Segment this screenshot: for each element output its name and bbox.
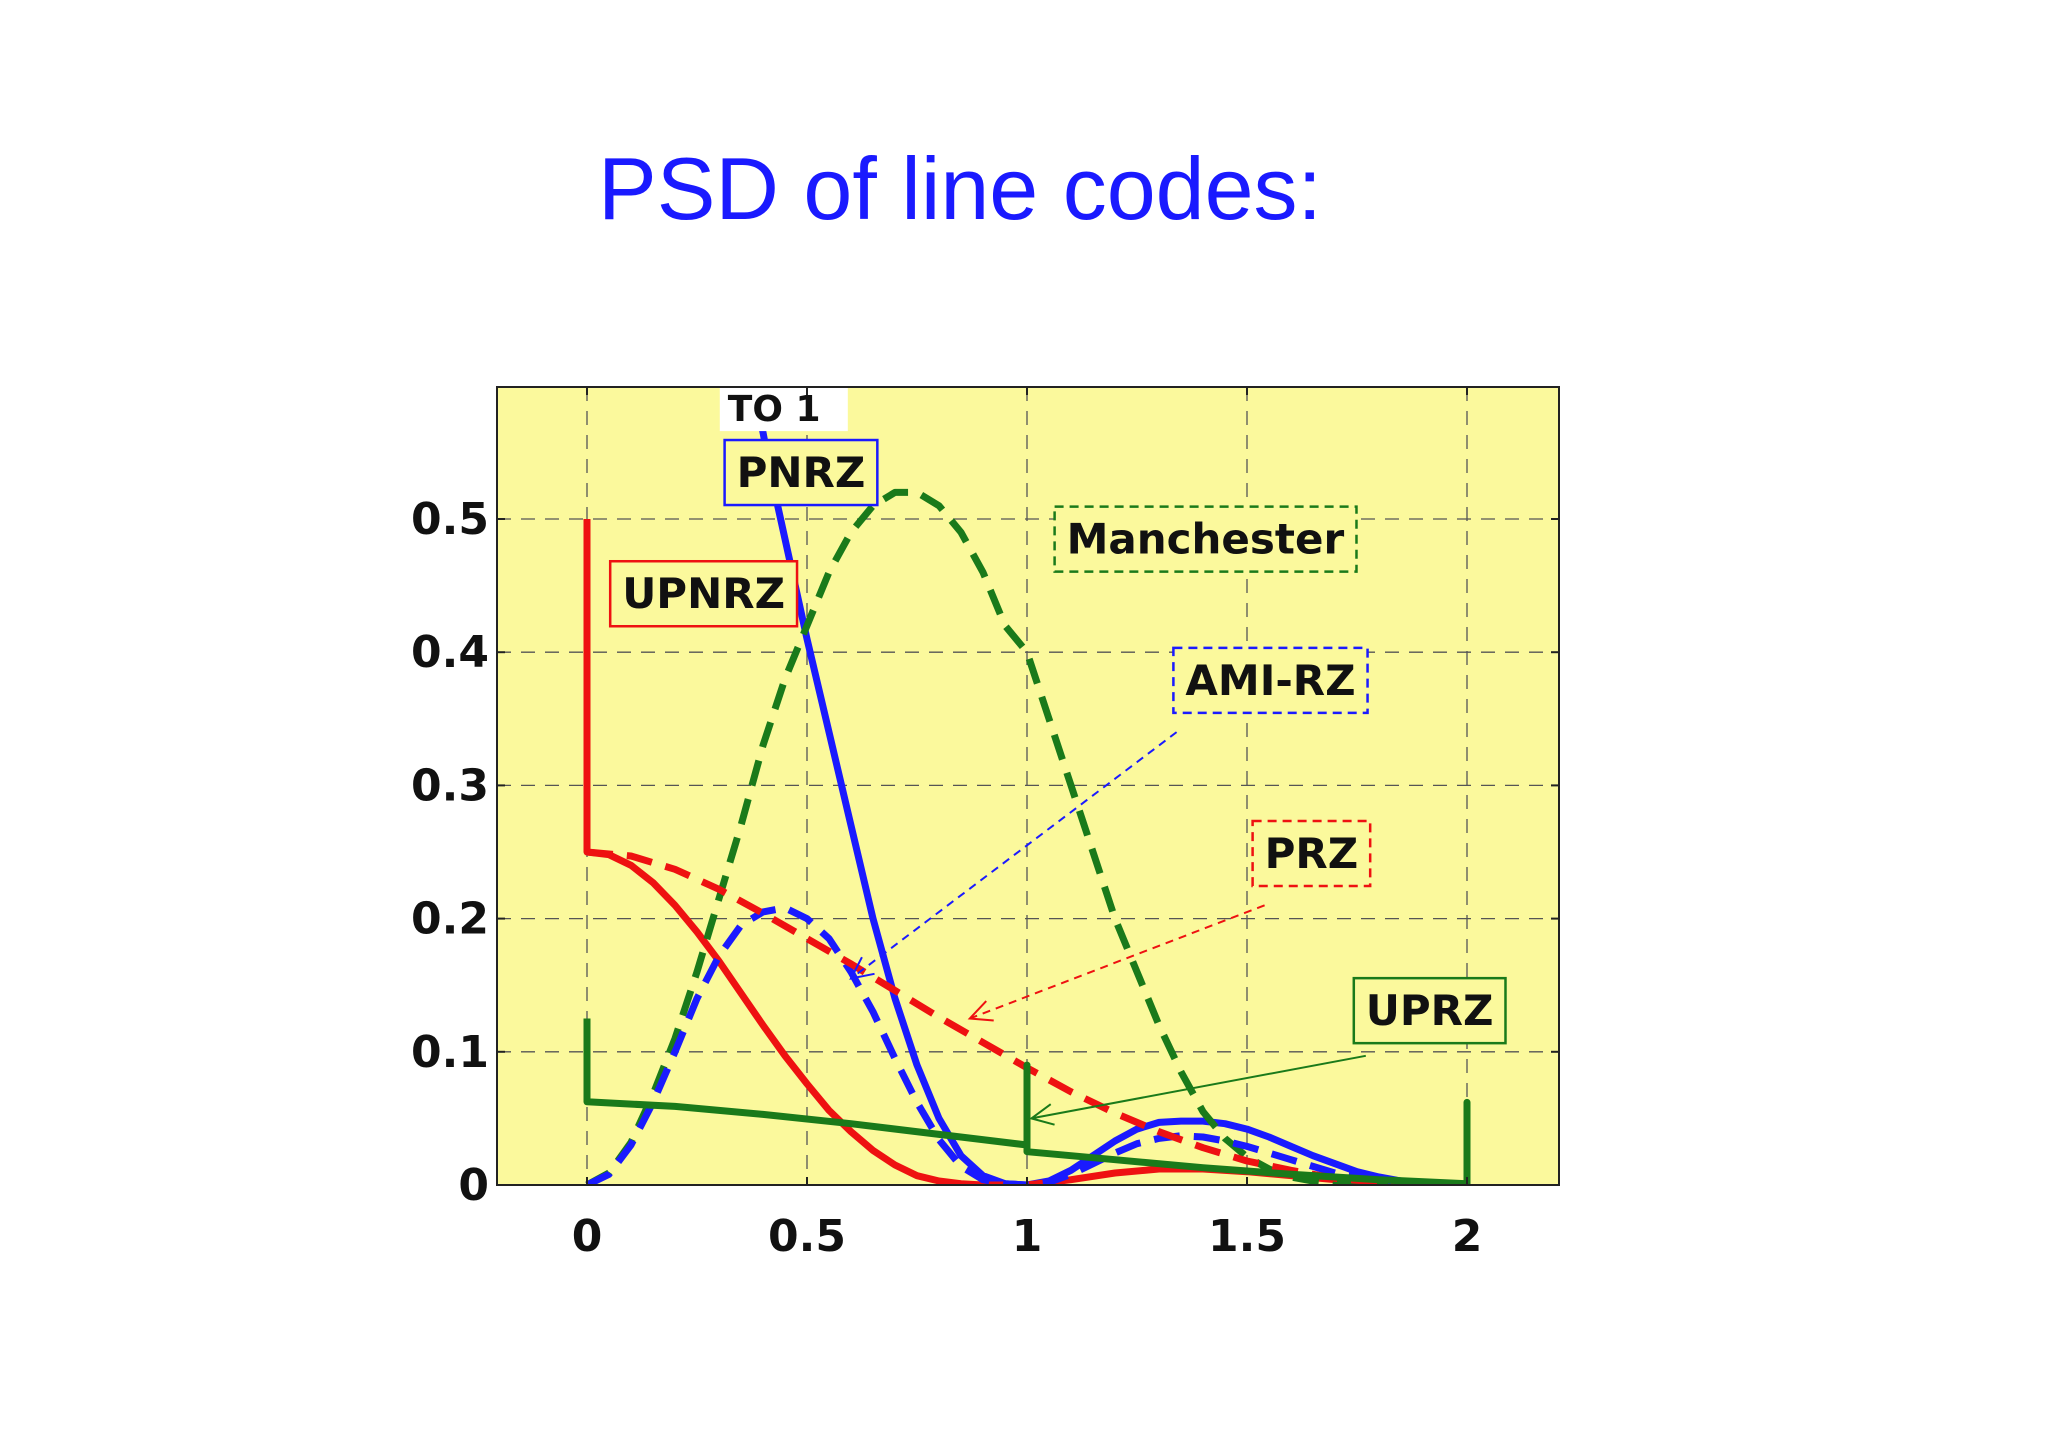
- x-tick-label: 2: [1452, 1211, 1483, 1262]
- series-line-pnrz: [750, 387, 1467, 1185]
- series-label-box: [723, 438, 879, 507]
- series-line-uprz: [583, 1018, 1471, 1185]
- arrow-shaft: [850, 731, 1178, 980]
- arrow-uprz: [1029, 1054, 1366, 1126]
- arrow-head: [967, 1000, 994, 1022]
- x-tick-label: 1: [1012, 1211, 1043, 1262]
- series-label-box: [1352, 976, 1507, 1045]
- arrow-head: [1029, 1103, 1055, 1126]
- series-label-ami-rz: AMI-RZ: [1172, 646, 1369, 715]
- arrow-prz: [967, 904, 1265, 1022]
- series-label-prz: PRZ: [1251, 819, 1372, 888]
- series-label-text: AMI-RZ: [1185, 656, 1355, 705]
- series-layer: [583, 387, 1471, 1185]
- y-tick-label: 0.5: [411, 494, 489, 545]
- y-tick-label: 0: [458, 1160, 489, 1211]
- series-label-text: PRZ: [1265, 829, 1359, 878]
- arrow-layer: [849, 731, 1366, 1126]
- y-tick-label: 0.4: [411, 627, 489, 678]
- series-line-ami-rz: [585, 904, 1467, 1185]
- y-tick-label: 0.2: [411, 894, 489, 945]
- series-label-box: [608, 559, 799, 628]
- tick-layer: 0 0.5 1 1.5 2 0 0.1 0.2 0.3 0.4 0.5: [411, 387, 1559, 1262]
- x-tick-label: 0: [572, 1211, 603, 1262]
- series-label-text: UPRZ: [1366, 986, 1494, 1035]
- y-tick-label: 0.1: [411, 1027, 489, 1078]
- x-tick-label: 0.5: [768, 1211, 846, 1262]
- series-label-manchester: Manchester: [1053, 505, 1358, 573]
- series-label-box: [1172, 646, 1369, 715]
- arrow-head: [849, 956, 875, 980]
- series-label-text: PNRZ: [737, 448, 866, 497]
- y-tick-label: 0.3: [411, 760, 489, 811]
- series-label-text: UPNRZ: [622, 569, 785, 618]
- arrow-ami-rz: [849, 731, 1178, 980]
- series-label-box: [1251, 819, 1372, 888]
- page-title: PSD of line codes:: [598, 139, 1322, 238]
- series-label-text: Manchester: [1067, 515, 1345, 564]
- series-label-upnrz: UPNRZ: [608, 559, 799, 628]
- label-layer: TO 1 PNRZ UPNRZ Manchester AMI-RZ PRZ UPRZ: [608, 383, 1507, 1045]
- series-label-box: [1053, 505, 1358, 573]
- arrow-shaft: [1031, 1054, 1366, 1120]
- arrow-shaft: [969, 904, 1265, 1020]
- series-label-pnrz: PNRZ: [723, 438, 879, 507]
- annotation-to-1: TO 1: [728, 389, 821, 430]
- series-label-uprz: UPRZ: [1352, 976, 1507, 1045]
- annotation-background: [719, 383, 848, 432]
- x-tick-label: 1.5: [1208, 1211, 1286, 1262]
